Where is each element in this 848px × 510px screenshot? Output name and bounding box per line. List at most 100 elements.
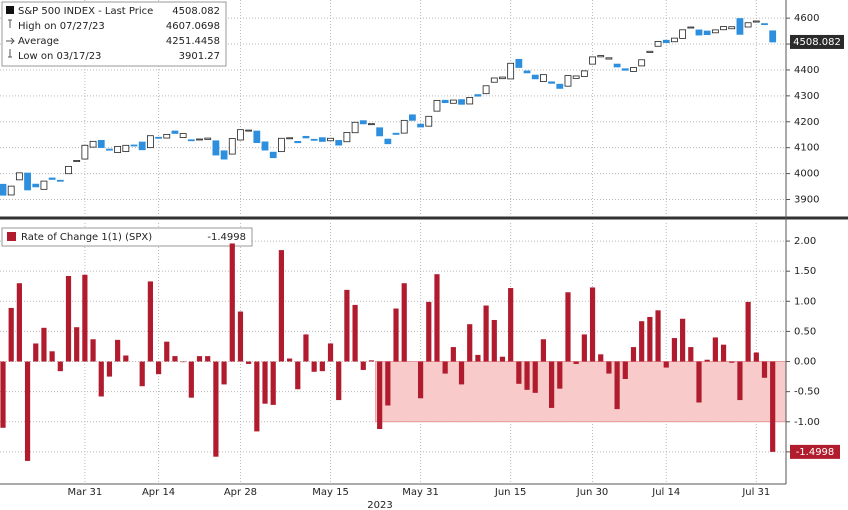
bar	[155, 361, 162, 375]
bar	[139, 361, 145, 387]
x-tick-label: Jul 14	[651, 487, 680, 498]
bar	[417, 361, 424, 399]
candle	[359, 120, 367, 125]
candle	[507, 62, 515, 80]
bar	[123, 355, 129, 362]
candle	[0, 183, 7, 196]
candle	[237, 129, 244, 141]
y-tick-label: 0.50	[794, 326, 816, 337]
candle	[89, 140, 97, 148]
bar	[540, 339, 547, 362]
y-tick-label: 4600	[794, 13, 819, 24]
bar	[401, 283, 407, 362]
candle	[376, 127, 384, 137]
candle	[687, 26, 695, 29]
x-tick-label: Jul 31	[741, 487, 770, 498]
bar	[303, 334, 309, 362]
candle	[335, 140, 343, 146]
candle	[302, 135, 310, 139]
candle	[531, 74, 539, 80]
legend-icon	[6, 37, 15, 45]
candle	[286, 137, 293, 140]
bar	[688, 347, 694, 362]
candle	[228, 138, 236, 155]
candle	[540, 74, 547, 82]
candle	[130, 144, 138, 147]
bar	[16, 283, 22, 362]
bar	[442, 361, 448, 374]
bar	[254, 361, 260, 432]
candle	[572, 75, 580, 79]
x-tick-label: Jun 30	[576, 487, 609, 498]
last-price-tag	[790, 34, 844, 49]
candle	[15, 172, 23, 181]
bar	[213, 361, 219, 457]
top-legend: S&P 500 INDEX - Last Price 4508.082 High…	[1, 1, 227, 67]
legend-label: Low on 03/17/23	[18, 51, 101, 62]
bar	[614, 361, 620, 410]
last-price-label: 4508.082	[793, 37, 841, 48]
x-tick-label: Mar 31	[67, 487, 102, 498]
bar	[524, 361, 530, 390]
bar	[639, 321, 645, 362]
bar	[630, 347, 637, 362]
bar	[205, 356, 211, 362]
bar	[737, 361, 743, 401]
bar	[319, 361, 325, 372]
bar	[270, 361, 276, 405]
bar	[344, 289, 350, 362]
candle	[81, 144, 89, 160]
candle	[400, 119, 408, 134]
bar	[106, 361, 113, 377]
bar	[360, 361, 366, 370]
bar	[467, 324, 473, 362]
bar	[475, 354, 481, 362]
candle	[73, 160, 81, 162]
bar	[24, 361, 31, 461]
bar	[499, 356, 506, 362]
candle	[654, 41, 662, 47]
candle	[580, 70, 588, 77]
bar	[115, 339, 121, 362]
y-tick-label: 1.00	[794, 296, 816, 307]
bar	[57, 361, 63, 372]
bar	[41, 327, 47, 362]
candle	[711, 29, 719, 34]
y-tick-label: 4100	[794, 143, 819, 154]
bar	[450, 347, 456, 362]
bar	[508, 288, 514, 362]
legend-icon	[7, 232, 16, 241]
bar	[98, 361, 104, 397]
bar	[720, 344, 727, 362]
candle	[761, 23, 768, 26]
bar	[65, 276, 72, 362]
candle	[613, 63, 621, 68]
bar	[598, 354, 604, 362]
candle	[56, 179, 64, 182]
legend-box	[1, 1, 227, 67]
candle	[253, 130, 261, 144]
candle	[720, 26, 727, 31]
bar	[262, 361, 268, 404]
bar	[33, 343, 39, 362]
candle	[638, 59, 646, 67]
candle	[114, 145, 122, 153]
y-tick-label: 0.00	[794, 357, 816, 368]
bar	[565, 292, 571, 362]
candle	[220, 150, 228, 160]
y-tick-label: 1.50	[794, 266, 816, 277]
legend-value: 4607.0698	[166, 21, 220, 32]
candle	[122, 144, 130, 152]
candle	[605, 57, 613, 60]
candle	[433, 100, 441, 112]
candle	[40, 180, 48, 190]
bar	[573, 361, 579, 364]
bar	[696, 361, 702, 403]
candle	[187, 139, 195, 142]
bar	[745, 301, 751, 362]
candle	[277, 137, 285, 153]
candle	[744, 22, 752, 28]
bar	[647, 316, 653, 362]
candle	[212, 140, 220, 156]
